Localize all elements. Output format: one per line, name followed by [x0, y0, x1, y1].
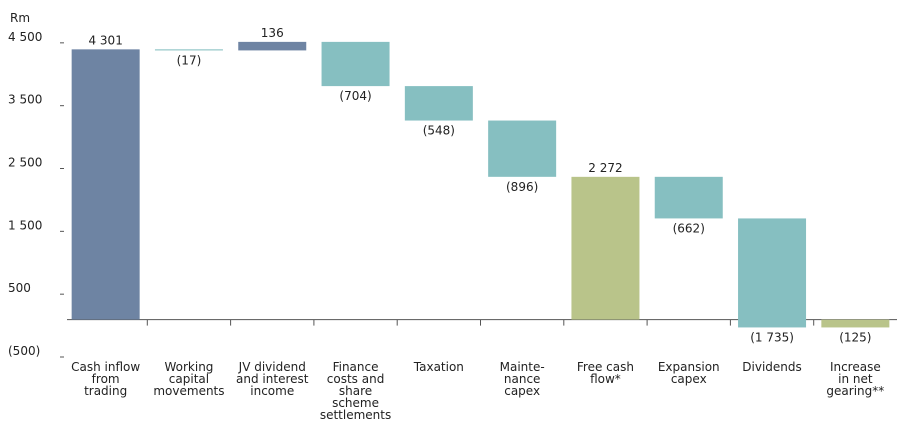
- x-tick-label: Mainte-nance capex: [500, 360, 545, 398]
- value-label: (1 735): [750, 330, 794, 344]
- bar: [654, 176, 723, 219]
- value-label: 2 272: [588, 161, 622, 175]
- y-tick-label: 2 500: [8, 156, 42, 170]
- y-tick-label: (500): [8, 344, 40, 358]
- bar: [238, 41, 307, 51]
- x-tick-label: Expansion capex: [658, 360, 720, 386]
- y-axis-label: Rm: [10, 11, 30, 25]
- value-label: (125): [839, 330, 871, 344]
- x-tick-label: JV dividend and interest income: [236, 360, 309, 398]
- y-tick-label: 1 500: [8, 218, 42, 232]
- bar: [154, 49, 223, 51]
- x-tick-label: Working capital movements: [153, 360, 224, 398]
- bar: [404, 86, 473, 121]
- x-tick-label: Dividends: [742, 360, 801, 374]
- x-tick-label: Finance costs and share scheme settlements: [320, 360, 391, 422]
- bar: [488, 120, 557, 177]
- x-tick-label: Free cash flow*: [577, 360, 634, 386]
- y-tick-label: 4 500: [8, 30, 42, 44]
- y-tick-label: 3 500: [8, 93, 42, 107]
- value-label: (704): [339, 89, 371, 103]
- bar: [321, 41, 390, 87]
- bar: [821, 319, 890, 328]
- bar: [571, 176, 640, 320]
- x-tick-label: Taxation: [413, 360, 464, 374]
- x-tick-label: Cash inflow from trading: [71, 360, 140, 398]
- bar: [71, 49, 140, 320]
- value-label: (17): [177, 53, 202, 67]
- value-label: 136: [261, 26, 284, 40]
- value-label: (896): [506, 180, 538, 194]
- bar: [738, 218, 807, 328]
- value-label: (662): [673, 221, 705, 235]
- value-label: (548): [423, 124, 455, 138]
- x-tick-label: Increase in net gearing**: [826, 360, 884, 398]
- y-tick-label: 500: [8, 281, 31, 295]
- value-label: 4 301: [88, 33, 122, 47]
